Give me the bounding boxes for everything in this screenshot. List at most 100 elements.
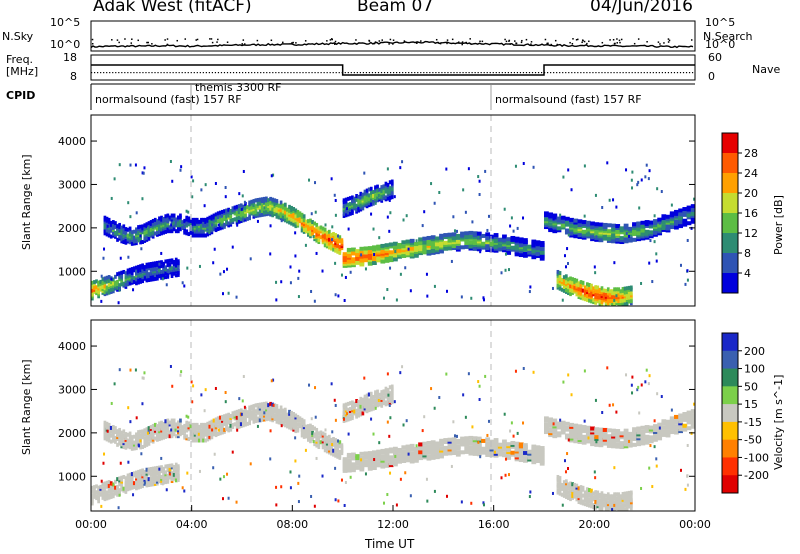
nave-dot xyxy=(323,72,325,74)
nave-dot xyxy=(124,72,126,74)
power-cell xyxy=(332,231,335,236)
power-cell xyxy=(564,287,568,292)
power-speckle xyxy=(462,188,465,192)
nave-dot xyxy=(640,72,642,74)
power-cell xyxy=(246,205,249,210)
nave-dot xyxy=(568,72,570,74)
power-speckle xyxy=(192,179,195,183)
power-cell xyxy=(598,226,604,231)
power-cell xyxy=(562,275,566,280)
power-speckle xyxy=(679,263,682,267)
power-speckle xyxy=(129,163,132,167)
velocity-cell xyxy=(514,441,520,446)
velocity-cell xyxy=(430,440,436,445)
velocity-cell xyxy=(682,423,688,428)
velocity-cell xyxy=(118,476,121,481)
power-cell xyxy=(137,278,140,283)
power-cell xyxy=(143,236,147,241)
power-cell xyxy=(527,250,533,255)
velocity-cell xyxy=(105,421,109,426)
velocity-cell xyxy=(170,471,174,476)
velocity-cell xyxy=(598,431,604,436)
power-cell xyxy=(611,299,614,304)
power-cell xyxy=(158,260,161,265)
velocity-cell xyxy=(619,494,623,499)
velocity-cell xyxy=(611,438,616,443)
velocity-speckle xyxy=(504,457,507,461)
power-cell xyxy=(176,267,180,272)
power-speckle xyxy=(110,196,113,200)
power-cell xyxy=(237,215,241,220)
velocity-cell xyxy=(363,404,367,409)
power-speckle xyxy=(528,290,531,294)
velocity-cell xyxy=(451,437,457,442)
velocity-cell xyxy=(216,424,220,429)
velocity-speckle xyxy=(425,477,428,481)
power-speckle xyxy=(532,165,535,169)
velocity-speckle xyxy=(503,412,506,416)
power-cell xyxy=(548,222,553,227)
noise-search-dot xyxy=(389,38,392,41)
velocity-speckle xyxy=(651,485,654,489)
power-cell xyxy=(237,204,241,209)
power-cell xyxy=(114,225,117,230)
velocity-cell xyxy=(107,493,111,498)
velocity-speckle xyxy=(179,373,182,377)
power-speckle xyxy=(334,261,337,265)
velocity-cell xyxy=(283,419,287,424)
nave-dot xyxy=(592,72,594,74)
power-cell xyxy=(216,219,220,224)
velocity-cell xyxy=(531,444,537,449)
power-cell xyxy=(615,287,619,292)
velocity-cell xyxy=(288,425,291,430)
velocity-cell xyxy=(556,421,562,426)
noise-search-dot xyxy=(334,40,337,43)
velocity-cell xyxy=(231,423,235,428)
power-cell xyxy=(233,205,237,210)
power-speckle xyxy=(471,220,474,224)
nave-dot xyxy=(359,72,361,74)
velocity-cell xyxy=(197,424,201,429)
power-cell xyxy=(156,260,159,265)
velocity-cell xyxy=(585,425,591,430)
power-cell xyxy=(562,288,566,293)
power-cell xyxy=(105,216,109,221)
nave-dot xyxy=(199,72,201,74)
power-speckle xyxy=(570,188,573,192)
power-cell xyxy=(246,216,249,221)
velocity-speckle xyxy=(594,398,597,402)
power-cell xyxy=(313,235,317,240)
power-cell xyxy=(629,285,633,290)
power-cell xyxy=(606,229,612,234)
velocity-speckle xyxy=(393,400,396,404)
velocity-cell xyxy=(149,476,153,481)
power-cell xyxy=(690,211,695,216)
power-cell xyxy=(279,208,283,213)
nave-dot xyxy=(516,72,519,74)
noise-search-dot xyxy=(226,41,229,43)
power-cell xyxy=(585,293,589,298)
velocity-speckle xyxy=(402,423,405,427)
power-speckle xyxy=(484,169,487,173)
velocity-speckle xyxy=(297,500,300,504)
nave-dot xyxy=(480,72,482,74)
velocity-cell xyxy=(197,430,201,435)
nave-dot xyxy=(172,72,174,74)
power-speckle xyxy=(653,240,656,244)
velocity-speckle xyxy=(493,450,496,454)
power-speckle xyxy=(363,171,366,175)
noise-search-dot xyxy=(469,43,472,45)
velocity-cell xyxy=(674,430,679,435)
velocity-speckle xyxy=(314,415,317,419)
velocity-cell xyxy=(443,438,449,443)
power-speckle xyxy=(127,201,130,205)
power-cell xyxy=(218,218,222,223)
velocity-speckle xyxy=(129,368,132,372)
noise-search-dot xyxy=(164,39,166,41)
power-speckle xyxy=(330,177,333,181)
power-cell xyxy=(93,285,96,290)
power-cell xyxy=(602,292,606,297)
velocity-cell xyxy=(164,464,168,469)
velocity-cell xyxy=(598,504,602,509)
